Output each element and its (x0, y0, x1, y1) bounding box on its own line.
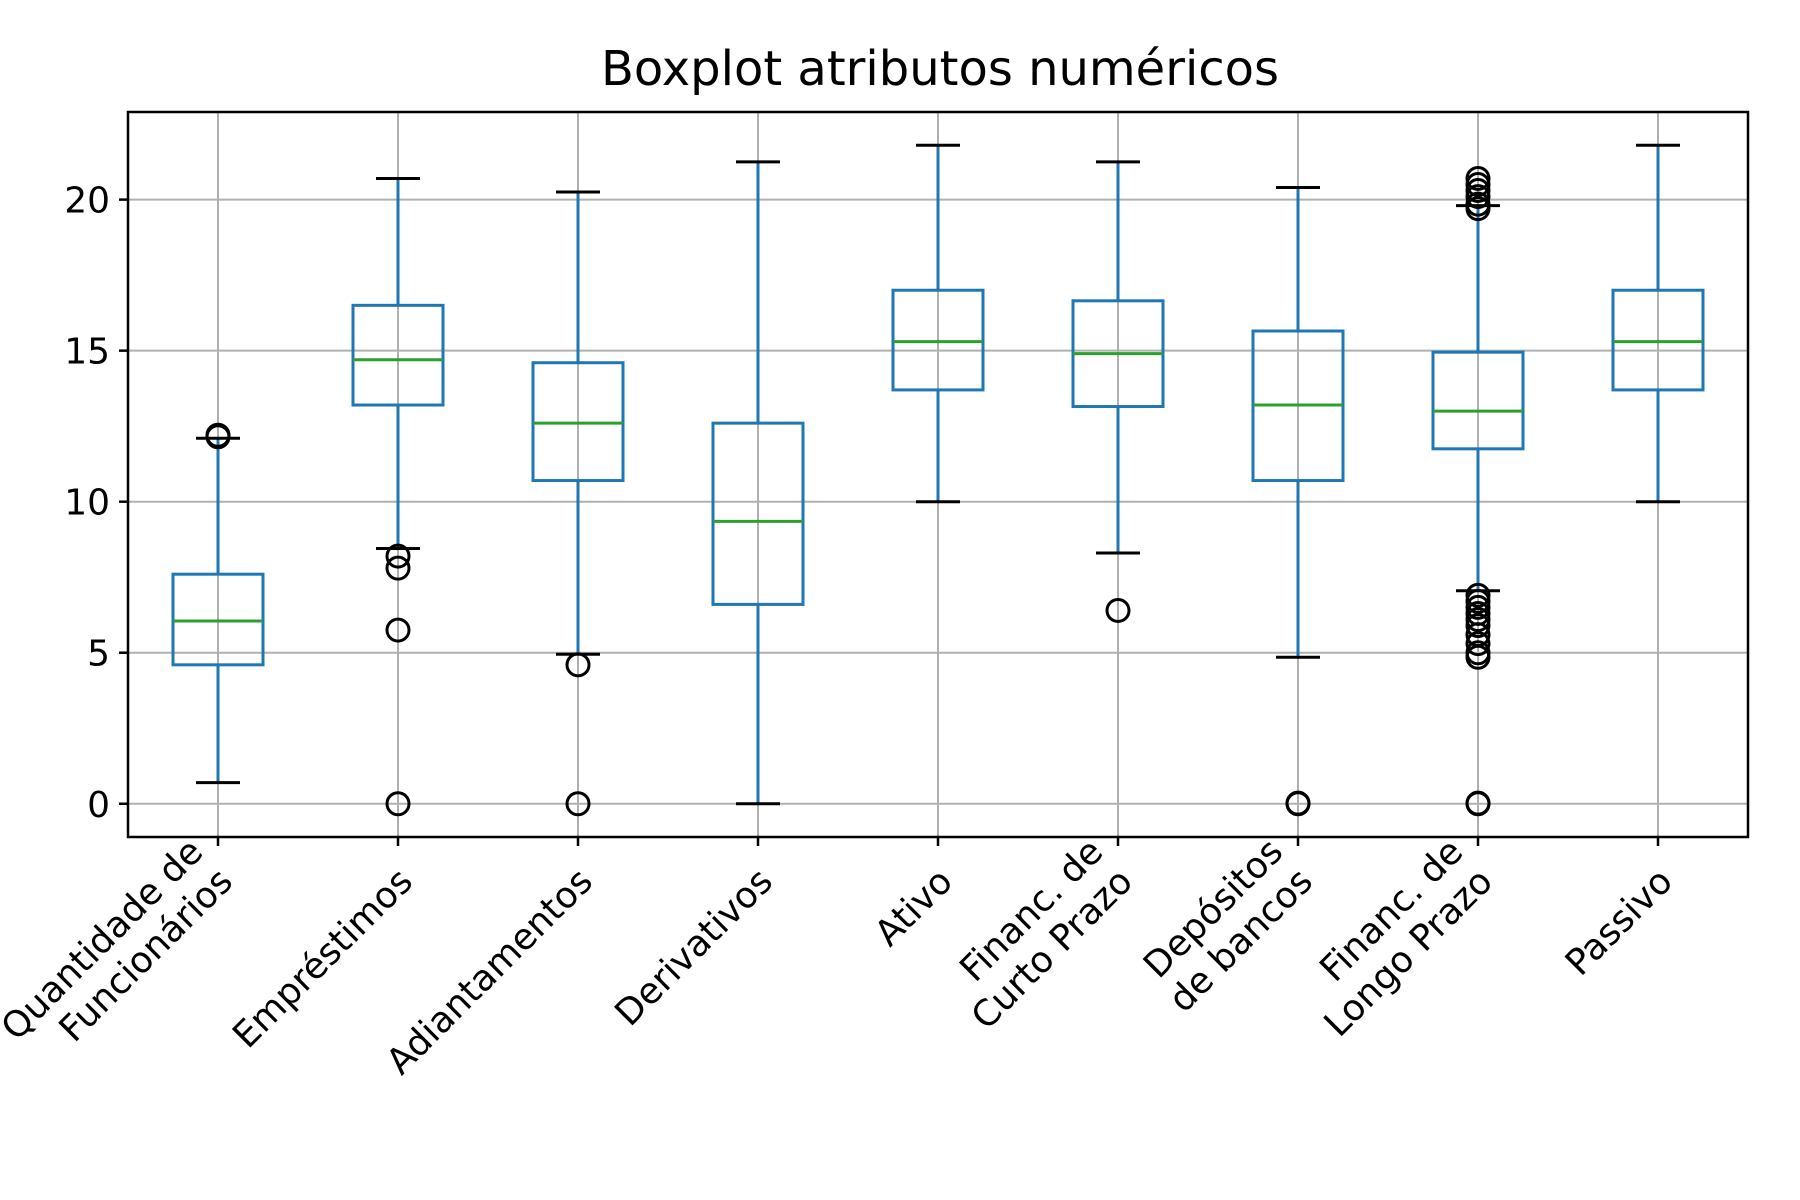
outlier-point (1465, 165, 1491, 191)
outlier-point (1465, 191, 1491, 217)
box-group (1611, 143, 1705, 504)
outlier-point (385, 555, 411, 581)
iqr-box (351, 303, 445, 407)
iqr-box (891, 288, 985, 392)
x-tick-label: Passivo (1558, 861, 1681, 984)
x-tick-label: Empréstimos (225, 861, 421, 1057)
outlier-point (1465, 613, 1491, 639)
outlier-point (1285, 790, 1311, 816)
x-tick-label-line: Empréstimos (225, 861, 421, 1057)
y-tick-label: 10 (64, 483, 110, 524)
x-tick-label: Ativo (867, 861, 961, 955)
iqr-box (171, 572, 265, 667)
x-tick-label-line: Derivativos (607, 861, 780, 1034)
outlier-point (1465, 588, 1491, 614)
outlier-point (565, 791, 591, 817)
y-tick-label: 0 (87, 785, 110, 826)
box-group (891, 143, 985, 504)
box-group (531, 190, 625, 817)
iqr-box (711, 421, 805, 606)
iqr-box (531, 361, 625, 483)
outlier-point (1465, 631, 1491, 657)
x-tick-label-line: Passivo (1558, 861, 1681, 984)
outlier-point (1465, 582, 1491, 608)
outlier-point (205, 422, 231, 448)
x-tick-label: Financ. deCurto Prazo (934, 831, 1141, 1038)
x-tick-label: Derivativos (607, 861, 780, 1034)
outlier-point (385, 617, 411, 643)
outlier-point (1465, 644, 1491, 670)
outlier-point (565, 652, 591, 678)
outlier-point (385, 791, 411, 817)
plot-marks (171, 143, 1705, 817)
x-tick-label: Depósitosde bancos (1132, 831, 1321, 1020)
box-group (711, 160, 805, 806)
x-tick-label: Financ. deLongo Prazo (1287, 831, 1501, 1045)
iqr-box (1611, 288, 1705, 392)
iqr-box (1431, 350, 1525, 451)
outlier-point (1465, 178, 1491, 204)
box-group (1431, 165, 1525, 817)
y-tick-label: 15 (64, 332, 110, 373)
box-group (1251, 186, 1345, 817)
axes: 0 5 10 15 20 Quantidade deFuncionáriosEmprést… (0, 181, 1681, 1083)
outlier-point (1465, 790, 1491, 816)
x-tick-label: Quantidade deFuncionários (0, 831, 241, 1078)
outlier-point (1465, 607, 1491, 632)
outlier-point (1105, 597, 1131, 623)
box-group (171, 422, 265, 785)
outlier-point (1465, 172, 1491, 197)
x-tick-label-line: Ativo (867, 861, 961, 955)
box-group (351, 176, 445, 817)
y-tick-label: 5 (87, 634, 110, 675)
box-group (1071, 160, 1165, 623)
outlier-point (1465, 594, 1491, 620)
y-tick-label: 20 (64, 181, 110, 222)
chart-title: Boxplot atributos numéricos (601, 41, 1279, 97)
outlier-point (385, 543, 411, 569)
outlier-point (1465, 184, 1491, 210)
